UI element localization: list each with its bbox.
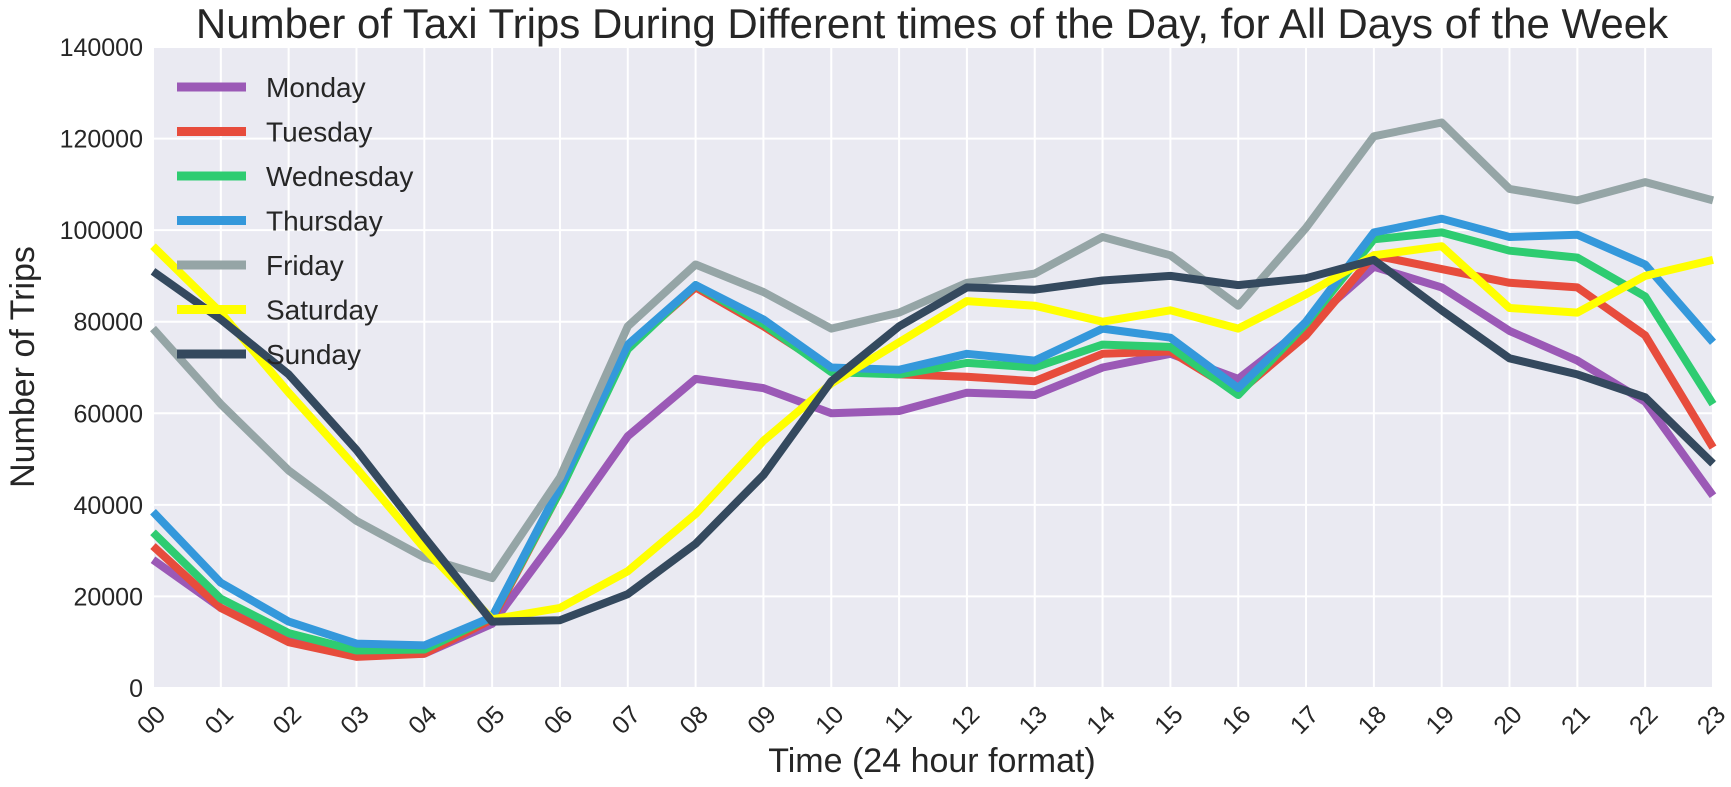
x-tick-label: 14 <box>1081 700 1121 740</box>
y-axis-label: Number of Trips <box>4 246 42 488</box>
y-tick-label: 40000 <box>73 492 143 520</box>
y-tick-label: 140000 <box>60 34 143 62</box>
y-tick-label: 0 <box>129 675 143 703</box>
series-lines <box>150 118 1717 661</box>
series-line-friday <box>150 118 1715 583</box>
legend: Monday Tuesday Wednesday Thursday Friday Satu… <box>177 72 413 370</box>
x-tick-label: 12 <box>946 700 985 739</box>
x-tick-label: 04 <box>403 700 443 740</box>
series-line-wednesday <box>150 228 1717 655</box>
legend-label-saturday: Saturday <box>266 295 378 326</box>
x-tick-label: 17 <box>1285 700 1324 739</box>
legend-label-monday: Monday <box>266 72 366 103</box>
grid <box>152 46 1714 689</box>
series-line-tuesday <box>150 251 1717 661</box>
x-tick-label: 02 <box>267 700 306 739</box>
x-axis-label: Time (24 hour format) <box>768 742 1096 780</box>
series-line-sunday <box>150 255 1716 626</box>
x-tick-label: 22 <box>1624 700 1663 739</box>
y-tick-label: 120000 <box>60 126 143 154</box>
x-tick-label: 20 <box>1488 700 1527 739</box>
x-tick-label: 16 <box>1217 700 1256 739</box>
x-tick-label: 10 <box>810 700 849 739</box>
y-tick-label: 100000 <box>60 217 143 245</box>
legend-label-friday: Friday <box>266 250 344 281</box>
x-tick-label: 06 <box>539 700 578 739</box>
legend-label-sunday: Sunday <box>266 339 361 370</box>
y-tick-label: 60000 <box>73 400 143 428</box>
x-tick-label: 18 <box>1353 700 1392 739</box>
x-tick-label: 03 <box>335 700 374 739</box>
x-tick-label: 15 <box>1149 700 1188 739</box>
x-axis-ticks: 00 01 02 03 04 05 06 07 08 09 10 11 12 13 14 15 16 17 18 19… <box>132 700 1731 740</box>
x-tick-label: 07 <box>607 700 646 739</box>
y-tick-label: 80000 <box>73 309 143 337</box>
legend-label-tuesday: Tuesday <box>266 117 372 148</box>
y-tick-label: 20000 <box>73 583 143 611</box>
x-tick-label: 11 <box>879 700 917 738</box>
x-tick-label: 05 <box>471 700 510 739</box>
chart-title: Number of Taxi Trips During Different ti… <box>196 0 1669 47</box>
x-tick-label: 09 <box>742 700 781 739</box>
x-tick-label: 00 <box>132 700 171 739</box>
x-tick-label: 13 <box>1014 700 1053 739</box>
legend-label-wednesday: Wednesday <box>266 161 413 192</box>
x-tick-label: 08 <box>674 700 713 739</box>
series-line-thursday <box>150 214 1717 650</box>
x-tick-label: 01 <box>200 700 239 739</box>
x-tick-label: 23 <box>1692 700 1731 739</box>
x-tick-label: 19 <box>1420 700 1459 739</box>
x-tick-label: 21 <box>1556 700 1595 739</box>
series-line-saturday <box>150 242 1714 624</box>
y-axis-ticks: 0 20000 40000 60000 80000 100000 120000 140000 <box>60 34 143 703</box>
legend-label-thursday: Thursday <box>266 206 383 237</box>
